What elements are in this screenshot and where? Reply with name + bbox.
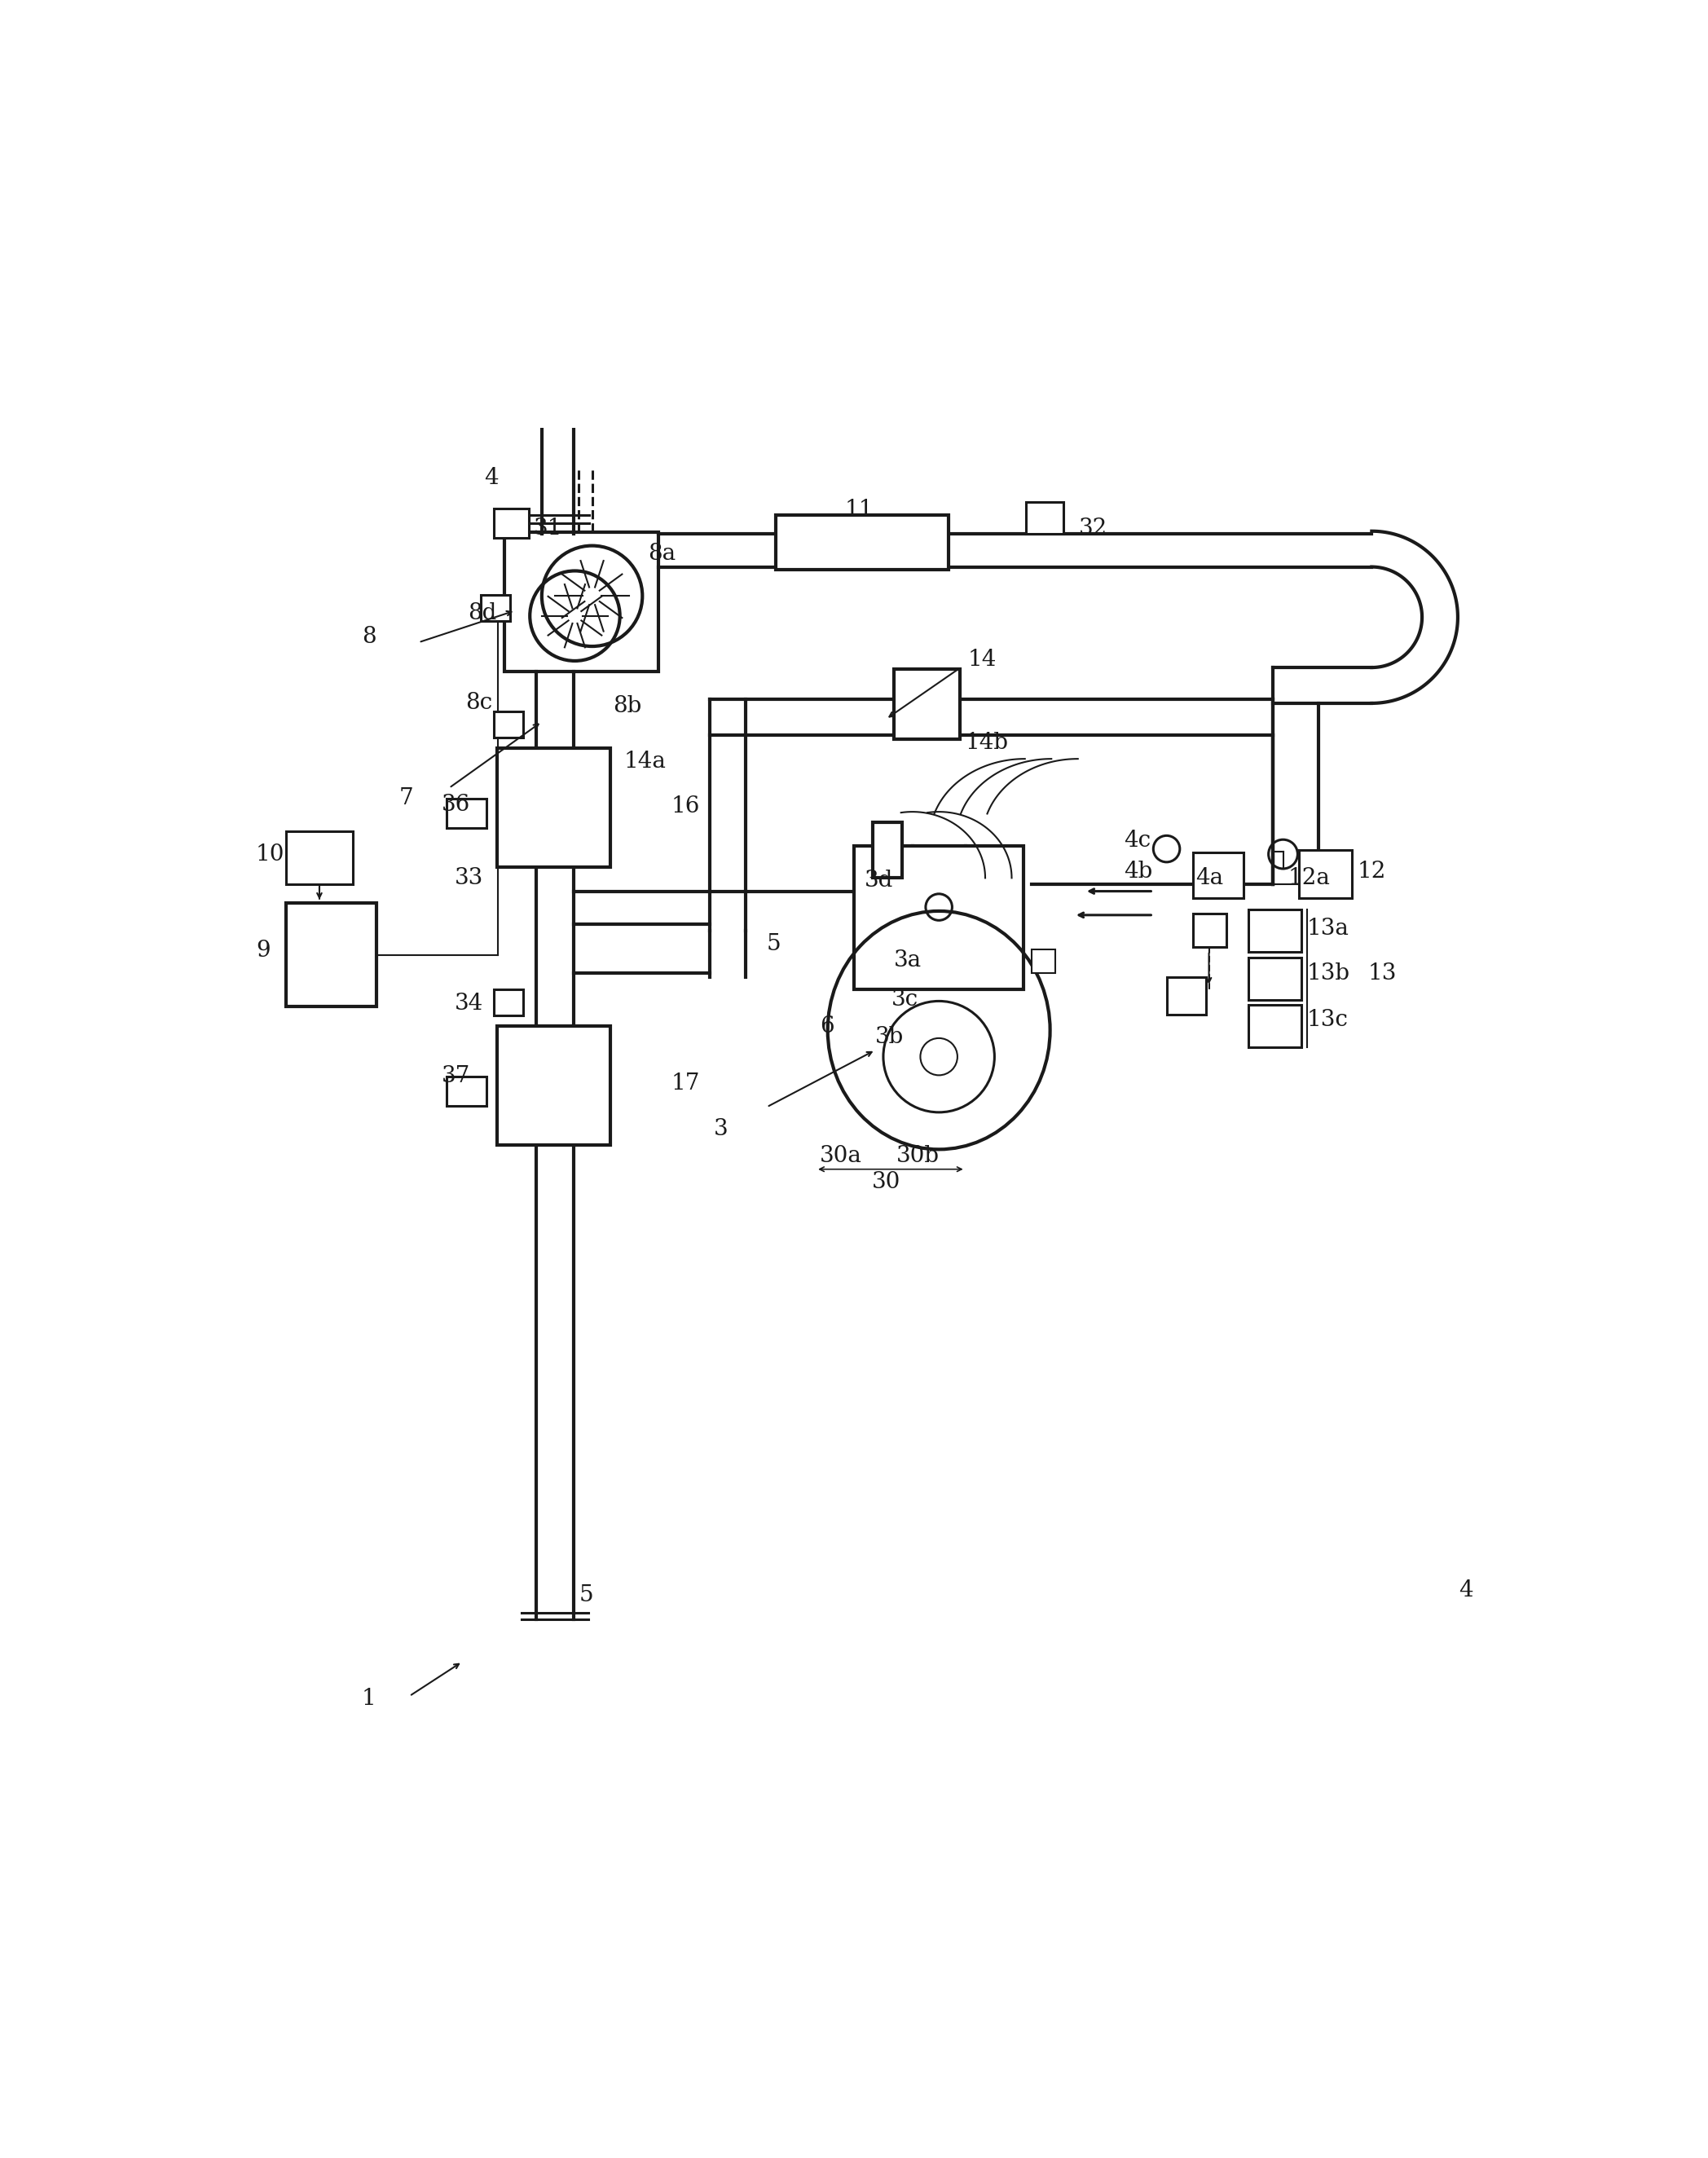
Text: 8d: 8d <box>468 602 497 624</box>
Text: 33: 33 <box>454 868 483 889</box>
Bar <box>854 846 1023 988</box>
Text: 9: 9 <box>256 939 270 962</box>
Text: 12: 12 <box>1358 861 1385 883</box>
Text: 4c: 4c <box>1124 831 1151 852</box>
Text: 4b: 4b <box>1124 861 1153 883</box>
Text: 30a: 30a <box>820 1146 863 1167</box>
Bar <box>287 831 352 885</box>
Text: 30b: 30b <box>897 1146 939 1167</box>
Bar <box>494 712 523 738</box>
Text: 34: 34 <box>454 993 483 1014</box>
Bar <box>446 1077 487 1105</box>
Text: 13a: 13a <box>1307 917 1349 939</box>
Text: 3: 3 <box>714 1118 728 1142</box>
Bar <box>1027 503 1064 533</box>
Bar <box>775 516 948 570</box>
Bar <box>873 822 902 878</box>
Text: 13c: 13c <box>1307 1008 1348 1032</box>
Bar <box>494 509 528 537</box>
Text: 16: 16 <box>671 796 700 818</box>
Text: 14: 14 <box>968 650 997 671</box>
Text: 11: 11 <box>845 498 874 520</box>
Text: 6: 6 <box>820 1014 834 1038</box>
Text: 14a: 14a <box>623 751 666 773</box>
Bar <box>494 988 523 1016</box>
Text: 13: 13 <box>1368 962 1397 984</box>
Text: 4: 4 <box>485 466 499 490</box>
Bar <box>497 749 610 868</box>
Text: 3a: 3a <box>893 950 922 971</box>
Text: 8b: 8b <box>613 695 642 716</box>
Text: 3c: 3c <box>892 988 919 1010</box>
Bar <box>1167 978 1206 1014</box>
Text: 7: 7 <box>400 788 413 809</box>
Bar <box>1192 852 1243 898</box>
Bar <box>1249 1006 1301 1047</box>
Text: 8c: 8c <box>465 693 492 714</box>
Bar <box>482 596 511 622</box>
Text: 12a: 12a <box>1288 868 1331 889</box>
Text: 8: 8 <box>362 626 376 647</box>
Bar <box>1032 950 1056 973</box>
Text: 5: 5 <box>579 1584 593 1606</box>
Text: 31: 31 <box>535 518 562 540</box>
Text: 14b: 14b <box>965 732 1008 753</box>
Text: 3b: 3b <box>874 1025 904 1049</box>
Text: 5: 5 <box>767 932 781 956</box>
Text: 36: 36 <box>441 794 470 816</box>
Bar <box>506 533 658 671</box>
Text: 1: 1 <box>362 1688 376 1709</box>
Bar <box>1249 958 1301 999</box>
Text: 10: 10 <box>256 844 285 865</box>
Bar <box>497 1027 610 1146</box>
Text: 17: 17 <box>671 1073 700 1094</box>
Text: 13b: 13b <box>1307 962 1349 984</box>
Text: 4a: 4a <box>1196 868 1223 889</box>
Bar <box>893 669 960 738</box>
Text: 32: 32 <box>1079 518 1108 540</box>
Text: 37: 37 <box>441 1066 470 1088</box>
Text: 30: 30 <box>871 1172 900 1193</box>
Bar <box>1192 913 1226 947</box>
Bar <box>287 904 376 1006</box>
Text: 8a: 8a <box>647 542 675 565</box>
Text: 3d: 3d <box>864 870 893 891</box>
Text: 4: 4 <box>1459 1580 1472 1601</box>
Bar <box>1298 850 1353 898</box>
Bar <box>1249 911 1301 952</box>
Bar <box>446 798 487 829</box>
